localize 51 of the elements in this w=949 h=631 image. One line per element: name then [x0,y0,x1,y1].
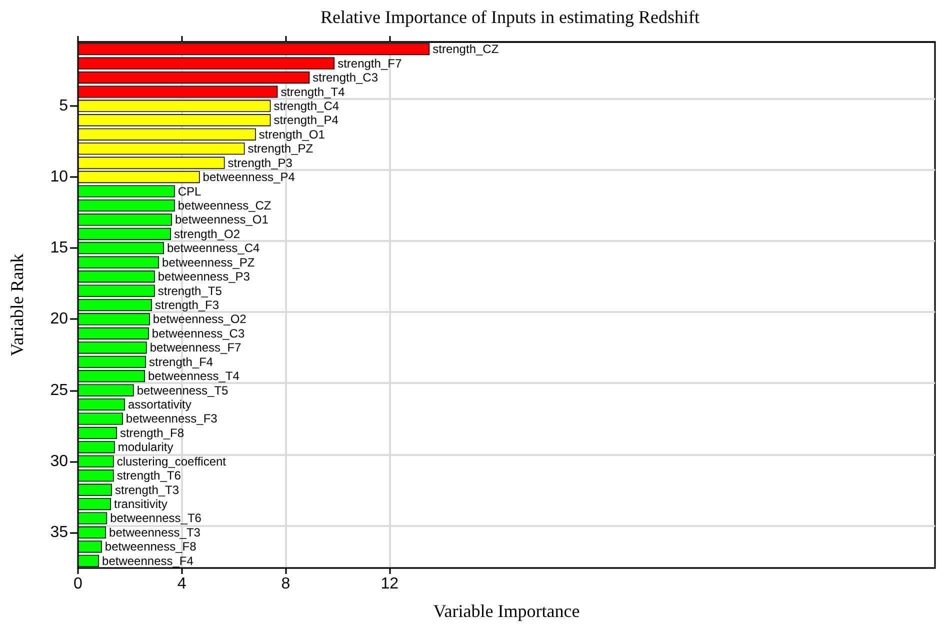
data-label: strength_F8 [120,426,184,440]
data-label: betweenness_T6 [110,511,202,526]
data-label: strength_F3 [155,298,220,312]
data-label: strength_T4 [280,84,346,99]
data-label: betweenness_F8 [104,540,197,554]
data-label: betweenness_F3 [126,412,218,426]
data-label: strength_P4 [274,113,339,128]
y-tick-label: 20 [50,310,68,328]
data-label: clustering_coefficent [116,454,227,468]
data-label: strength_C4 [274,98,340,113]
data-label: strength_O2 [174,226,240,241]
data-label: betweenness_PZ [162,255,255,270]
y-tick-label: 25 [50,382,68,399]
y-axis-title: Variable Rank [7,254,27,356]
data-label: betweenness_C3 [152,326,245,340]
data-label: strength_P3 [228,156,293,170]
data-label: strength_F7 [338,56,402,70]
data-label: modularity [118,440,174,454]
chart-title: Relative Importance of Inputs in estimating Redshift [320,7,700,27]
y-tick-label: 10 [50,168,68,186]
y-tick-label: 35 [50,524,68,541]
data-label: transitivity [114,497,168,512]
data-label: betweenness_T4 [148,369,240,384]
x-tick-label: 0 [74,576,83,592]
data-label: assortativity [128,398,192,412]
data-label: betweenness_O1 [175,212,269,227]
data-label: strength_PZ [248,142,314,156]
data-label: betweenness_P3 [158,270,250,284]
data-label: betweenness_T5 [136,383,229,398]
data-label: betweenness_O2 [152,312,247,326]
x-tick-label: 12 [380,576,399,592]
data-label: strength_O1 [258,127,326,142]
x-axis-title: Variable Importance [433,601,580,621]
data-label: betweenness_F4 [102,554,194,568]
y-tick-label: 5 [59,97,68,114]
data-label: strength_T3 [115,482,180,497]
data-label: strength_T6 [116,468,182,483]
data-label: strength_CZ [432,42,499,56]
y-tick-label: 15 [50,240,68,257]
data-label: CPL [178,184,202,198]
data-label: strength_C3 [312,70,378,85]
data-label: betweenness_C4 [166,241,260,256]
data-label: betweenness_CZ [178,198,272,212]
data-label: betweenness_T3 [109,525,201,540]
x-tick-label: 4 [177,576,186,592]
data-label: betweenness_F7 [150,340,242,355]
data-label: strength_F4 [149,354,214,369]
data-label: betweenness_P4 [202,170,296,184]
data-label: strength_T5 [158,284,222,298]
x-tick-label: 8 [281,576,290,592]
y-tick-label: 30 [50,452,68,470]
